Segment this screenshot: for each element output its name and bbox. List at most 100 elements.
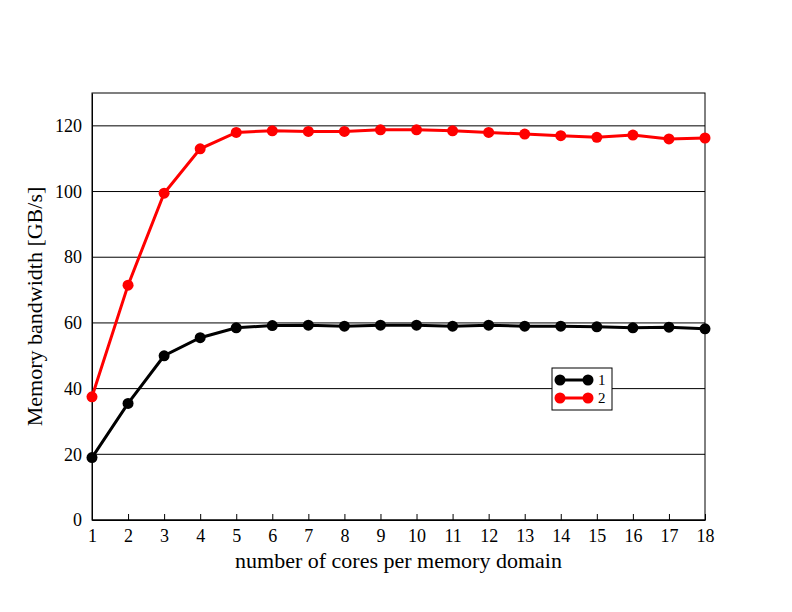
x-tick-label: 14 [552, 526, 570, 546]
x-tick: 3 [160, 514, 169, 546]
marker [483, 320, 494, 331]
marker [555, 321, 566, 332]
legend-marker [583, 375, 594, 386]
y-tick-label: 120 [55, 116, 82, 136]
marker [627, 130, 638, 141]
x-tick: 5 [232, 514, 241, 546]
x-axis-title: number of cores per memory domain [235, 548, 562, 573]
y-axis: 020406080100120 [55, 94, 93, 531]
x-tick-label: 17 [660, 526, 678, 546]
marker [159, 350, 170, 361]
marker [339, 126, 350, 137]
grid-line [92, 125, 705, 126]
marker [483, 127, 494, 138]
marker [303, 320, 314, 331]
x-tick-label: 7 [304, 526, 313, 546]
x-tick-mark [236, 514, 237, 520]
y-tick: 0 [73, 510, 92, 530]
legend-marker [583, 393, 594, 404]
series-markers [87, 320, 711, 463]
marker [87, 391, 98, 402]
x-tick-label: 11 [444, 526, 461, 546]
marker [411, 320, 422, 331]
plot-frame [92, 93, 705, 520]
series-group [87, 124, 711, 463]
x-tick-mark [669, 514, 670, 520]
x-tick-mark [344, 514, 345, 520]
x-tick: 9 [376, 514, 385, 546]
marker [447, 125, 458, 136]
x-tick: 2 [124, 514, 133, 546]
grid-line [92, 191, 705, 192]
x-tick: 13 [516, 514, 534, 546]
x-tick: 11 [444, 514, 461, 546]
legend-marker [555, 393, 566, 404]
series-markers [87, 124, 711, 402]
x-tick-mark [380, 514, 381, 520]
x-tick-label: 10 [408, 526, 426, 546]
grid-line [92, 454, 705, 455]
x-tick-label: 16 [624, 526, 642, 546]
x-axis: 123456789101112131415161718 [88, 514, 715, 546]
marker [519, 129, 530, 140]
x-tick-label: 4 [196, 526, 205, 546]
x-tick: 14 [552, 514, 570, 546]
x-tick-label: 2 [124, 526, 133, 546]
x-tick-label: 9 [376, 526, 385, 546]
y-tick-label: 0 [73, 510, 82, 530]
legend-box [552, 368, 612, 410]
x-tick-label: 12 [480, 526, 498, 546]
legend-label: 2 [598, 390, 606, 406]
legend-entry: 2 [555, 390, 606, 406]
x-tick: 12 [480, 514, 498, 546]
x-tick: 6 [268, 514, 277, 546]
x-tick-label: 8 [340, 526, 349, 546]
x-tick: 7 [304, 514, 313, 546]
marker [123, 398, 134, 409]
x-tick-label: 13 [516, 526, 534, 546]
x-tick-mark [597, 514, 598, 520]
x-tick: 17 [660, 514, 678, 546]
x-tick-label: 1 [88, 526, 97, 546]
marker [663, 322, 674, 333]
x-tick-mark [128, 514, 129, 520]
marker [519, 321, 530, 332]
x-tick-mark [453, 514, 454, 520]
x-tick-label: 15 [588, 526, 606, 546]
y-tick: 120 [55, 116, 92, 136]
marker [411, 124, 422, 135]
series-line [92, 130, 705, 397]
x-tick: 10 [408, 514, 426, 546]
y-tick-label: 80 [64, 247, 82, 267]
marker [195, 332, 206, 343]
x-tick: 16 [624, 514, 642, 546]
x-tick-mark [164, 514, 165, 520]
marker [231, 127, 242, 138]
legend-label: 1 [598, 372, 606, 388]
x-tick-mark [489, 514, 490, 520]
y-tick: 100 [55, 182, 92, 202]
marker [123, 280, 134, 291]
legend-marker [555, 375, 566, 386]
y-tick: 60 [64, 313, 92, 333]
marker [375, 124, 386, 135]
marker [663, 133, 674, 144]
x-tick-mark [633, 514, 634, 520]
x-tick-mark [272, 514, 273, 520]
grid-line [92, 257, 705, 258]
y-tick-label: 20 [64, 445, 82, 465]
marker [231, 322, 242, 333]
x-tick-mark [561, 514, 562, 520]
marker [339, 321, 350, 332]
marker [591, 321, 602, 332]
x-tick-label: 3 [160, 526, 169, 546]
x-tick: 15 [588, 514, 606, 546]
grid [92, 126, 705, 520]
x-tick-label: 5 [232, 526, 241, 546]
marker [555, 130, 566, 141]
marker [267, 125, 278, 136]
chart: 1234567891011121314151617180204060801001… [0, 0, 792, 612]
marker [627, 322, 638, 333]
y-tick-label: 60 [64, 313, 82, 333]
x-tick-label: 6 [268, 526, 277, 546]
